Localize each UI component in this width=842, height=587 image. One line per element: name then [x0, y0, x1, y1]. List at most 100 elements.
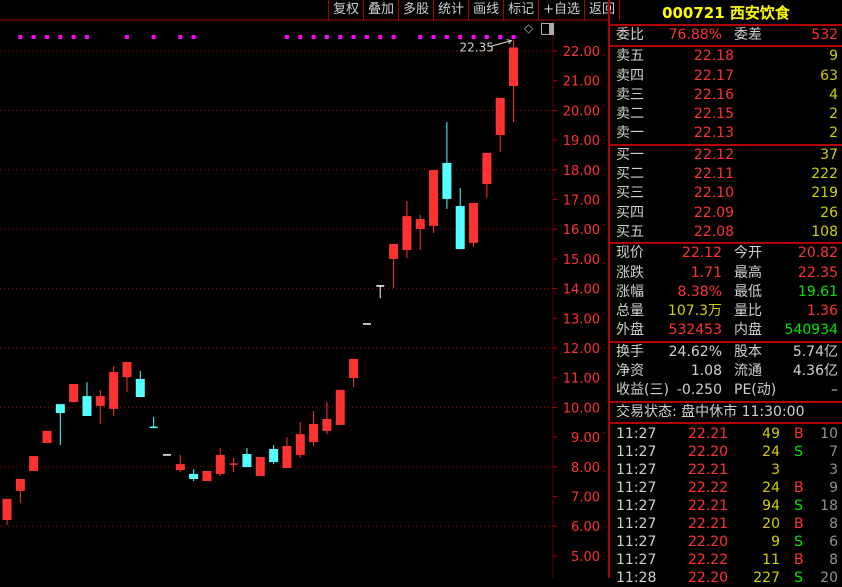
ask-volume: 2	[829, 125, 838, 142]
ask-level: 卖三 22.16 4	[616, 86, 838, 105]
bid-level: 买一 22.12 37	[616, 146, 838, 165]
candle-body	[82, 396, 92, 417]
stock-header: 000721 西安饮食	[610, 0, 842, 26]
candle[interactable]	[175, 454, 185, 473]
kline-chart[interactable]: 22.00 21.00 20.00 19.00 18.00 17.00 16.00 15.00…	[0, 0, 608, 578]
candle[interactable]	[255, 456, 265, 477]
candle[interactable]	[282, 437, 292, 468]
candle[interactable]	[402, 200, 412, 259]
tick-time: 11:27	[616, 551, 657, 568]
tick-side: B	[794, 479, 804, 496]
candle[interactable]	[149, 416, 158, 429]
candle[interactable]	[229, 457, 238, 473]
candle[interactable]	[455, 187, 465, 250]
candle[interactable]	[495, 97, 505, 152]
candle[interactable]	[122, 361, 132, 392]
candle[interactable]	[376, 285, 385, 299]
toolbar-multi-stock-button[interactable]: 多股	[399, 0, 435, 20]
candle-body	[509, 47, 519, 87]
tick-side: B	[794, 551, 804, 568]
ask-label: 卖四	[616, 67, 644, 84]
candle[interactable]	[469, 203, 479, 248]
candle[interactable]	[55, 404, 65, 446]
candle[interactable]	[135, 370, 145, 398]
candle[interactable]	[29, 456, 39, 471]
tick-count: 3	[829, 461, 838, 478]
candle-body	[322, 418, 332, 431]
quote-value: 19.61	[797, 283, 838, 300]
tick-row: 11:27 22.21 49 B 10	[616, 425, 838, 443]
candle[interactable]	[429, 170, 439, 234]
high-arrow-icon	[489, 39, 513, 48]
tick-row: 11:27 22.21 94 S 18	[616, 497, 838, 515]
candle[interactable]	[2, 498, 12, 526]
quote-value: 107.3万	[667, 303, 722, 320]
tick-count: 6	[829, 533, 838, 550]
candle-body	[415, 219, 425, 229]
candle[interactable]	[69, 383, 79, 403]
signal-marker	[324, 35, 329, 39]
bid-volume: 219	[811, 185, 838, 202]
candle-body	[202, 470, 212, 482]
bid-price: 22.09	[693, 204, 734, 221]
candle[interactable]	[509, 40, 519, 122]
tick-list[interactable]: 11:27 22.21 49 B 10 11:27 22.20 24 S 7 11:27 22.21 3…	[610, 424, 842, 587]
tick-time: 11:27	[616, 461, 657, 478]
quote-label: 涨幅	[616, 283, 644, 300]
candle[interactable]	[335, 389, 345, 425]
tick-side: B	[794, 425, 804, 442]
tick-time: 11:27	[616, 533, 657, 550]
toolbar-fuquan-button[interactable]: 复权	[329, 0, 365, 20]
commission-section: 委比 76.88% 委差 532	[610, 26, 842, 48]
y-tick-label: 22.00	[563, 45, 600, 60]
candle[interactable]	[15, 478, 25, 504]
trade-status-section: 交易状态: 盘中休市 11:30:00	[610, 403, 842, 424]
ask-price: 22.16	[693, 86, 734, 103]
signal-marker	[364, 35, 369, 39]
signal-marker	[178, 35, 183, 39]
candle[interactable]	[202, 470, 212, 482]
candle[interactable]	[242, 448, 252, 468]
candle[interactable]	[189, 468, 199, 482]
y-tick-label: 6.00	[571, 520, 600, 535]
bid-label: 买二	[616, 166, 644, 183]
candle[interactable]	[389, 244, 399, 289]
diamond-icon[interactable]: ◇	[524, 21, 534, 35]
y-tick-label: 8.00	[571, 461, 600, 476]
y-tick-label: 15.00	[563, 253, 600, 268]
tick-row: 11:27 22.21 20 B 8	[616, 515, 838, 533]
candle-body	[109, 372, 119, 409]
candle[interactable]	[82, 382, 92, 417]
toolbar-stats-button[interactable]: 统计	[434, 0, 470, 20]
candle[interactable]	[95, 389, 105, 425]
candle[interactable]	[482, 152, 492, 199]
candle[interactable]	[109, 366, 119, 417]
commission-ratio: 76.88%	[668, 27, 722, 43]
quote-label: 内盘	[734, 322, 762, 339]
toolbar-draw-button[interactable]: 画线	[469, 0, 505, 20]
candle[interactable]	[349, 358, 359, 387]
candle-body	[282, 446, 292, 468]
candle[interactable]	[42, 430, 52, 444]
tick-time: 11:27	[616, 443, 657, 460]
candle[interactable]	[269, 445, 279, 465]
candle[interactable]	[309, 410, 319, 447]
candle[interactable]	[415, 214, 425, 250]
bid-volume: 222	[811, 166, 838, 183]
candle[interactable]	[442, 121, 452, 210]
candle-body	[242, 454, 252, 468]
candle-body	[389, 244, 399, 259]
panel-toggle-icon[interactable]	[541, 23, 554, 35]
candle[interactable]	[215, 448, 225, 477]
fundamental-label: 收益(三)	[616, 382, 669, 399]
quote-label: 量比	[734, 303, 762, 320]
candle[interactable]	[322, 402, 332, 435]
toolbar-overlay-button[interactable]: 叠加	[364, 0, 400, 20]
fundamental-row: 净资 1.08 流通 4.36亿	[616, 362, 838, 381]
candle[interactable]	[295, 421, 305, 458]
toolbar-mark-button[interactable]: 标记	[504, 0, 540, 20]
ask-price: 22.15	[693, 106, 734, 123]
candle-body	[135, 378, 145, 398]
ask-level: 卖五 22.18 9	[616, 47, 838, 66]
toolbar-add-watchlist-button[interactable]: +自选	[539, 0, 585, 20]
